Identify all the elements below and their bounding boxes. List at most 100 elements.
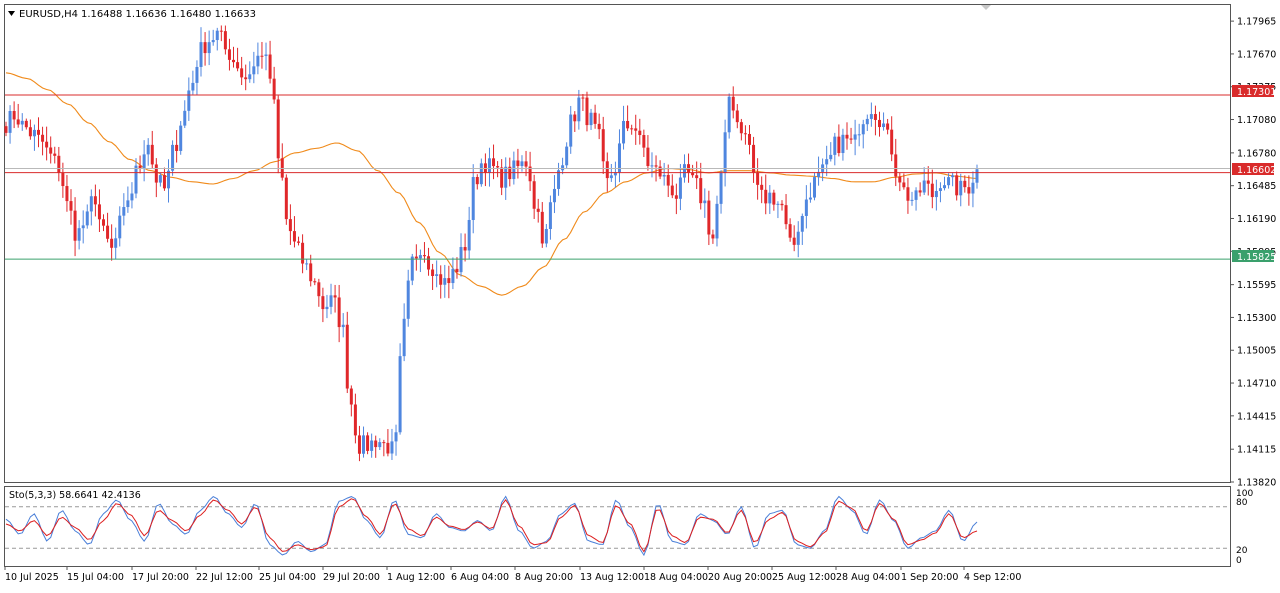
candle-bearish[interactable]: [301, 242, 305, 264]
candle-bearish[interactable]: [780, 203, 784, 206]
candle-bearish[interactable]: [691, 172, 695, 176]
candle-bearish[interactable]: [345, 324, 349, 389]
candle-bullish[interactable]: [557, 170, 561, 189]
candle-bearish[interactable]: [581, 97, 585, 99]
candle-bearish[interactable]: [593, 112, 597, 124]
candle-bullish[interactable]: [971, 182, 975, 194]
candle-bullish[interactable]: [130, 193, 134, 201]
candle-bullish[interactable]: [398, 356, 402, 433]
candle-bullish[interactable]: [435, 274, 439, 276]
candle-bearish[interactable]: [597, 123, 601, 130]
candle-bullish[interactable]: [191, 82, 195, 91]
candle-bearish[interactable]: [605, 161, 609, 179]
candle-bearish[interactable]: [674, 195, 678, 199]
candle-bearish[interactable]: [845, 134, 849, 139]
candle-bearish[interactable]: [431, 269, 435, 276]
candle-bearish[interactable]: [540, 211, 544, 244]
candle-bullish[interactable]: [134, 165, 138, 194]
candle-bullish[interactable]: [882, 123, 886, 128]
candle-bearish[interactable]: [374, 440, 378, 448]
candle-bearish[interactable]: [97, 204, 101, 220]
candle-bearish[interactable]: [926, 180, 930, 184]
candle-bearish[interactable]: [93, 196, 97, 205]
candle-bullish[interactable]: [817, 171, 821, 178]
candle-bullish[interactable]: [703, 200, 707, 204]
candle-bullish[interactable]: [776, 203, 780, 205]
candle-bullish[interactable]: [167, 170, 171, 189]
candle-bullish[interactable]: [975, 169, 979, 183]
candle-bullish[interactable]: [199, 42, 203, 67]
triangle-down-icon[interactable]: [8, 11, 15, 16]
candle-bearish[interactable]: [894, 154, 898, 177]
candle-bullish[interactable]: [723, 132, 727, 174]
candle-bearish[interactable]: [536, 208, 540, 212]
candle-bearish[interactable]: [102, 219, 106, 226]
candle-bearish[interactable]: [175, 144, 179, 151]
candle-bullish[interactable]: [796, 231, 800, 245]
candle-bearish[interactable]: [321, 296, 325, 310]
candle-bearish[interactable]: [496, 166, 500, 168]
candle-bullish[interactable]: [378, 442, 382, 448]
candle-bullish[interactable]: [951, 175, 955, 178]
candle-bearish[interactable]: [955, 175, 959, 196]
candle-bullish[interactable]: [211, 40, 215, 43]
candle-bearish[interactable]: [743, 133, 747, 135]
candle-bullish[interactable]: [622, 120, 626, 144]
candle-bearish[interactable]: [638, 130, 642, 136]
candle-bearish[interactable]: [747, 133, 751, 145]
candle-bearish[interactable]: [731, 96, 735, 111]
candle-bearish[interactable]: [873, 114, 877, 120]
candle-bearish[interactable]: [337, 297, 341, 328]
candle-bullish[interactable]: [362, 435, 366, 454]
candle-bullish[interactable]: [118, 215, 122, 239]
candle-bearish[interactable]: [886, 123, 890, 130]
candles-layer[interactable]: [4, 25, 979, 462]
candle-bearish[interactable]: [902, 182, 906, 188]
candle-bearish[interactable]: [349, 388, 353, 405]
candle-bearish[interactable]: [646, 147, 650, 167]
candle-bullish[interactable]: [565, 146, 569, 166]
candle-bearish[interactable]: [711, 234, 715, 239]
candle-bullish[interactable]: [32, 129, 36, 137]
candle-bearish[interactable]: [353, 404, 357, 436]
candle-bullish[interactable]: [146, 144, 150, 155]
candle-bullish[interactable]: [857, 134, 861, 136]
candle-bearish[interactable]: [219, 30, 223, 32]
candle-bearish[interactable]: [695, 175, 699, 179]
candle-bearish[interactable]: [500, 167, 504, 188]
candle-bearish[interactable]: [658, 166, 662, 177]
candle-bearish[interactable]: [333, 295, 337, 298]
candle-bearish[interactable]: [532, 181, 536, 209]
candle-bullish[interactable]: [548, 202, 552, 230]
candle-bearish[interactable]: [427, 256, 431, 270]
candle-bullish[interactable]: [914, 190, 918, 200]
candle-bullish[interactable]: [443, 278, 447, 285]
candle-bearish[interactable]: [930, 183, 934, 198]
candle-bearish[interactable]: [16, 119, 20, 125]
candle-bearish[interactable]: [232, 59, 236, 63]
candle-bearish[interactable]: [61, 172, 65, 187]
candle-bearish[interactable]: [41, 134, 45, 142]
candle-bullish[interactable]: [959, 180, 963, 196]
candle-bearish[interactable]: [69, 201, 73, 211]
candle-bearish[interactable]: [49, 147, 53, 154]
candle-bearish[interactable]: [788, 224, 792, 238]
candle-bearish[interactable]: [642, 135, 646, 148]
candle-bullish[interactable]: [552, 188, 556, 203]
candle-bearish[interactable]: [760, 184, 764, 190]
candle-bearish[interactable]: [756, 172, 760, 185]
candle-bearish[interactable]: [906, 187, 910, 201]
candle-bearish[interactable]: [422, 255, 426, 257]
candle-bullish[interactable]: [662, 174, 666, 177]
candle-bullish[interactable]: [85, 211, 89, 226]
candle-bullish[interactable]: [609, 175, 613, 179]
candle-bullish[interactable]: [942, 185, 946, 189]
candle-bullish[interactable]: [804, 199, 808, 216]
candle-bearish[interactable]: [309, 263, 313, 282]
candle-bearish[interactable]: [439, 274, 443, 285]
candle-bullish[interactable]: [512, 160, 516, 180]
candle-bullish[interactable]: [682, 164, 686, 178]
candle-bearish[interactable]: [634, 128, 638, 131]
candle-bearish[interactable]: [585, 97, 589, 126]
candle-bearish[interactable]: [154, 164, 158, 183]
